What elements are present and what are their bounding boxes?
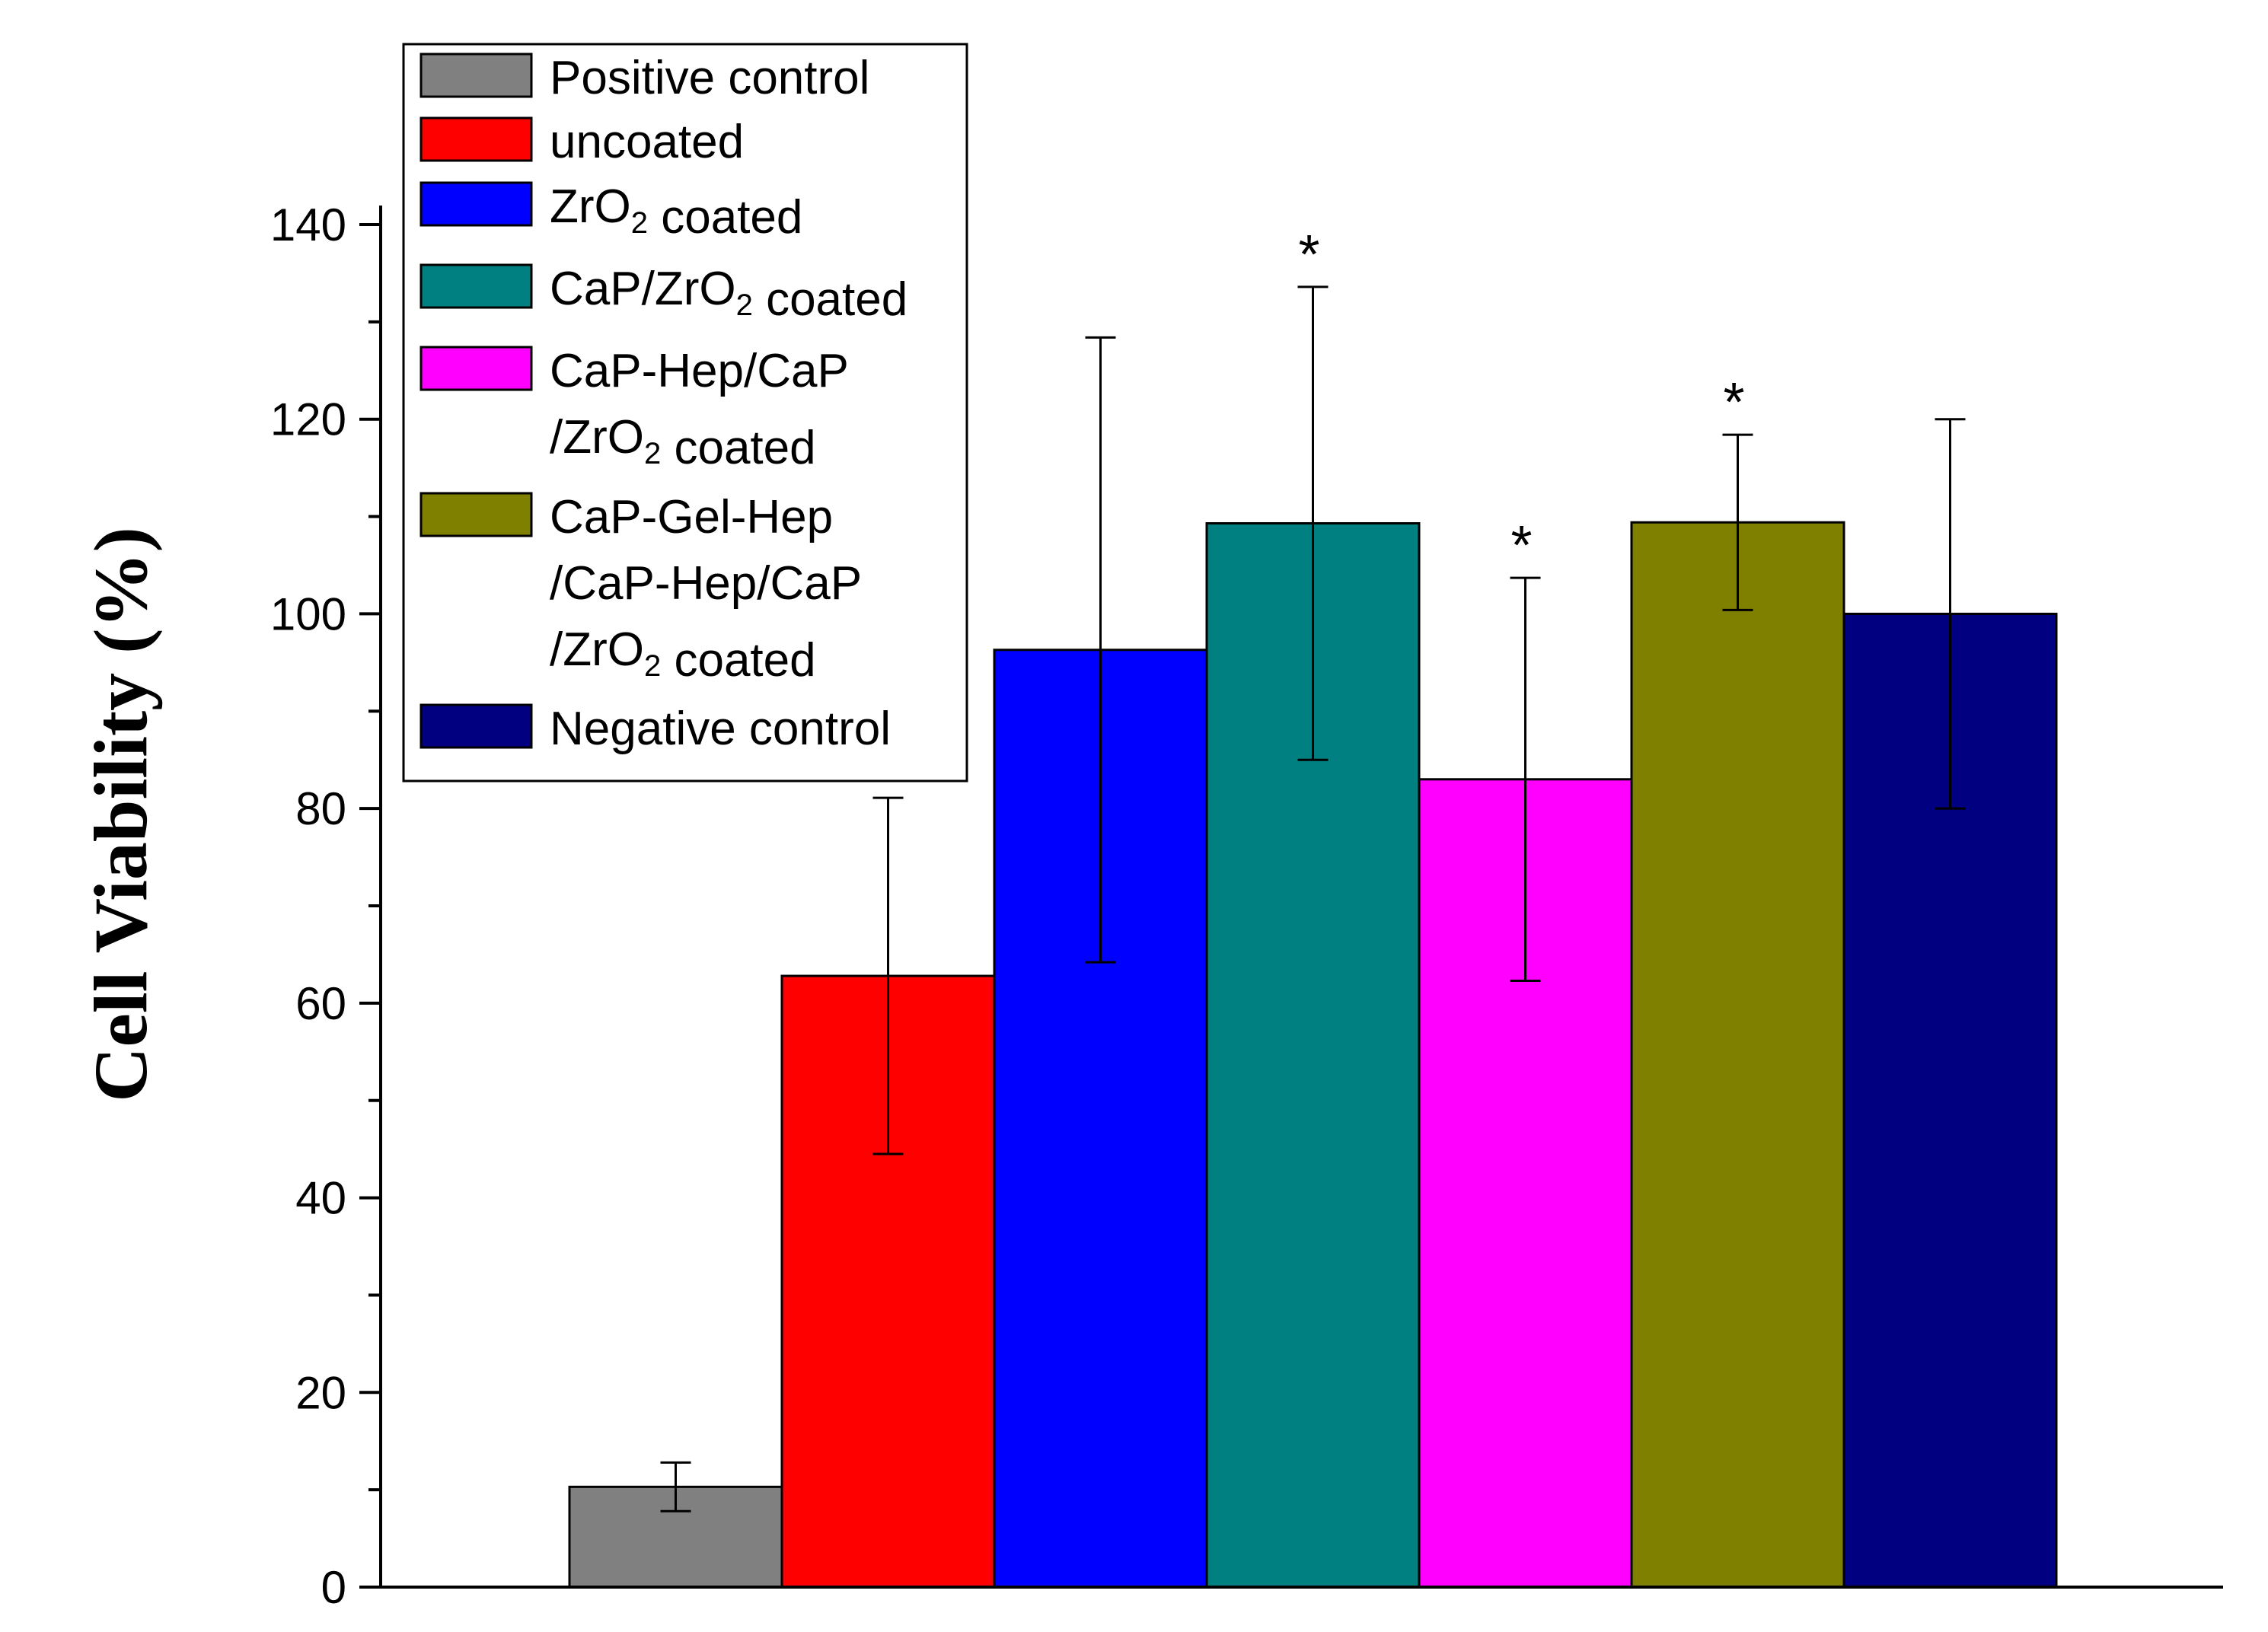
legend-label-6-0: Negative control [550,703,891,755]
legend-swatch-1 [419,116,533,162]
legend-label-4-0: CaP-Hep/CaP [550,345,849,397]
y-tick-label-2: 40 [295,1173,346,1224]
y-axis-title: Cell Viability (%) [78,527,163,1102]
legend-swatch-5 [419,492,533,537]
legend-swatch-3 [419,263,533,309]
legend-label-3-0: CaP/ZrO2 coated [550,263,908,326]
legend-label-5-0: CaP-Gel-Hep [550,491,833,543]
significance-mark-5: * [1723,372,1744,433]
y-tick-label-0: 0 [321,1562,346,1613]
y-tick-label-6: 120 [270,394,346,445]
legend-label-5-2: /ZrO2 coated [550,623,816,687]
legend-label-4-1: /ZrO2 coated [550,411,816,474]
y-tick-label-1: 20 [295,1367,346,1418]
y-tick-label-4: 80 [295,783,346,834]
legend-swatch-0 [419,53,533,98]
y-tick-label-3: 60 [295,978,346,1029]
legend-swatch-6 [419,703,533,749]
bars-group [568,521,2058,1589]
legend-label-5-1: /CaP-Hep/CaP [550,557,862,610]
significance-marks-group: **** [873,225,1744,796]
legend-swatch-4 [419,346,533,391]
significance-mark-4: * [1510,515,1532,576]
axes-group: 0 20 40 60 80 100 120 140 [270,199,2223,1613]
y-tick-label-5: 100 [270,588,346,639]
legend-label-0-0: Positive control [550,52,869,104]
bar-5 [1630,521,1845,1589]
legend-label-2-0: ZrO2 coated [550,180,802,244]
legend-label-1-0: uncoated [550,116,744,168]
legend-swatch-2 [419,181,533,227]
error-bars-group [660,285,1966,1512]
significance-mark-3: * [1298,225,1319,285]
legend-box [402,43,968,783]
y-tick-label-7: 140 [270,199,346,250]
legend: Positive control uncoated ZrO2 coated CaP/Z… [402,43,968,783]
